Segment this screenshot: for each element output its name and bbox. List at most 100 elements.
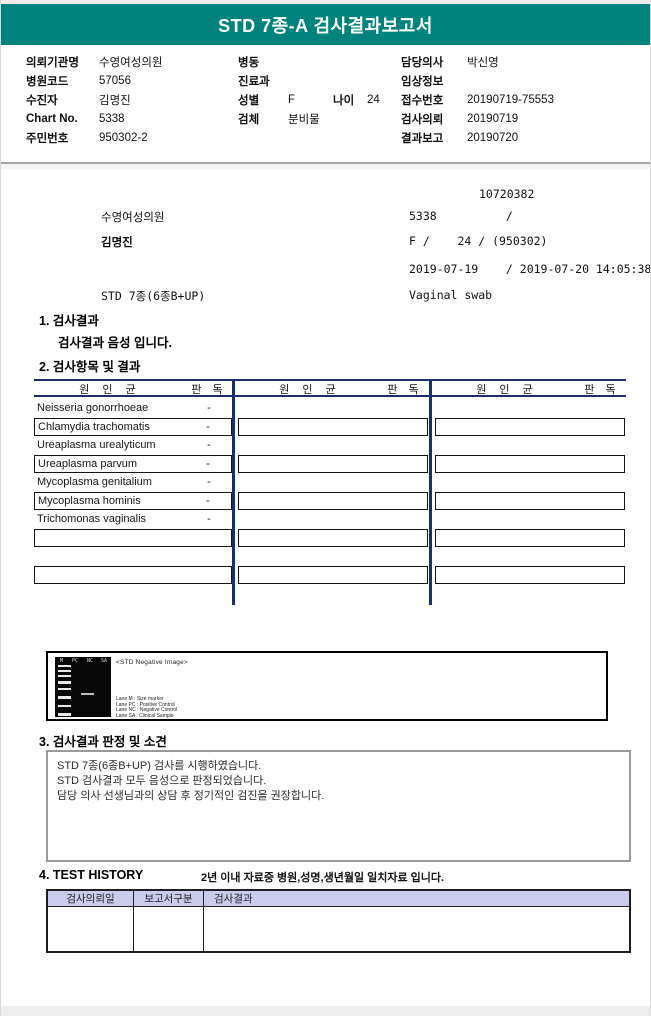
history-cell xyxy=(204,907,629,951)
organism-table-group3 xyxy=(435,399,625,584)
doc-test-name: STD 7종(6종B+UP) xyxy=(101,289,206,303)
table-row-empty xyxy=(238,491,428,510)
column-header-result: 판 독 xyxy=(387,384,423,396)
table-row-empty xyxy=(435,528,625,547)
table-row-empty xyxy=(435,436,625,455)
field-label: 나이 xyxy=(333,94,355,107)
table-row: Mycoplasma hominis - xyxy=(34,491,232,510)
field-value: 20190719-75553 xyxy=(467,93,554,106)
field-label: 의뢰기관명 xyxy=(26,56,79,69)
field-value: 57056 xyxy=(99,74,131,87)
gel-band xyxy=(58,665,71,667)
history-col-request-date: 검사의뢰일 xyxy=(48,891,134,906)
history-cell xyxy=(48,907,134,951)
comment-line: 담당 의사 선생님과의 상담 후 정기적인 검진을 권장합니다. xyxy=(57,790,325,802)
field-value: 20190720 xyxy=(467,131,519,144)
field-label: 주민번호 xyxy=(26,132,69,145)
gel-legend-line: Lane M : Size marker xyxy=(116,696,164,702)
organism-name: Ureaplasma urealyticum xyxy=(37,439,156,452)
gel-legend-line: Lane PC : Positive Control xyxy=(116,701,175,708)
table-row-empty xyxy=(34,547,232,566)
column-header-result: 판 독 xyxy=(584,384,620,396)
table-row-empty xyxy=(34,565,232,584)
field-label: 검사의뢰 xyxy=(401,113,444,126)
info-row: 결과보고 20190720 xyxy=(401,128,646,147)
column-header-organism: 원 인 균 xyxy=(476,384,538,396)
gel-band xyxy=(58,696,71,699)
table-row-empty xyxy=(238,399,428,418)
field-value: 분비물 xyxy=(288,113,320,126)
doc-sex-age: F / 24 / (950302) xyxy=(409,234,548,248)
bottom-strip xyxy=(1,1006,650,1016)
field-label: 진료과 xyxy=(238,75,270,88)
field-value: F xyxy=(288,93,296,106)
column-header-result: 판 독 xyxy=(191,384,227,396)
gel-legend-line: Lane NC : Negative Control xyxy=(116,707,178,713)
field-label: 접수번호 xyxy=(401,94,444,107)
table-row: Chlamydia trachomatis - xyxy=(34,417,232,436)
info-row: 임상정보 xyxy=(401,71,646,90)
organism-name: Mycoplasma genitalium xyxy=(37,476,152,489)
history-header-row: 검사의뢰일 보고서구분 검사결과 xyxy=(48,891,629,907)
field-label: 수진자 xyxy=(26,94,58,107)
section1-result: 검사결과 음성 입니다. xyxy=(58,336,172,350)
organism-result: - xyxy=(207,439,211,452)
gel-caption: <STD Negative Image> xyxy=(116,659,188,666)
info-row: 검사의뢰 20190719 xyxy=(401,109,646,128)
top-strip xyxy=(1,0,650,4)
organism-name: Ureaplasma parvum xyxy=(38,457,138,470)
lane-label: PC xyxy=(72,658,79,664)
info-column-right: 담당의사 박신영 임상정보 접수번호 20190719-75553 검사의뢰 2019… xyxy=(401,52,646,147)
field-value: 박신영 xyxy=(467,56,499,69)
column-header-organism: 원 인 균 xyxy=(279,384,341,396)
table-row: Neisseria gonorrhoeae - xyxy=(34,399,232,418)
info-row: 접수번호 20190719-75553 xyxy=(401,90,646,109)
table-divider xyxy=(429,381,432,605)
info-row: 병원코드 57056 xyxy=(26,71,231,90)
info-row: Chart No. 5338 xyxy=(26,109,231,128)
organism-name: Trichomonas vaginalis xyxy=(37,513,147,526)
table-row-empty xyxy=(34,528,232,547)
section3-title: 3. 검사결과 판정 및 소견 xyxy=(39,735,167,749)
section4-title: 4. TEST HISTORY xyxy=(39,868,144,882)
field-label: 임상정보 xyxy=(401,75,444,88)
lane-label: SA xyxy=(101,658,108,664)
history-col-result: 검사결과 xyxy=(214,893,253,905)
organism-name: Neisseria gonorrhoeae xyxy=(37,402,149,415)
table-header-group1: 원 인 균 판 독 xyxy=(34,382,232,396)
gel-electrophoresis-image: M PC NC SA xyxy=(55,657,111,717)
info-column-middle: 병동 진료과 성별 F 나이 24 검체 분비물 xyxy=(238,52,398,128)
table-row-empty xyxy=(238,528,428,547)
field-value: 수영여성의원 xyxy=(99,56,163,69)
gel-band xyxy=(58,705,71,707)
doc-chart-number: 5338 / xyxy=(409,209,513,223)
field-value: 24 xyxy=(367,93,380,106)
history-empty-row xyxy=(48,907,629,951)
organism-table-group2 xyxy=(238,399,428,584)
organism-result: - xyxy=(207,513,211,526)
report-serial-number: 10720382 xyxy=(479,187,535,201)
gel-band xyxy=(58,675,71,677)
organism-name: Mycoplasma hominis xyxy=(38,494,141,507)
field-label: 담당의사 xyxy=(401,56,444,69)
field-value: 950302-2 xyxy=(99,131,148,144)
gel-band xyxy=(58,670,71,672)
table-row-empty xyxy=(238,510,428,529)
separator-strip xyxy=(1,164,650,169)
organism-result: - xyxy=(206,420,210,433)
info-row: 수진자 김명진 xyxy=(26,90,231,109)
column-header-organism: 원 인 균 xyxy=(79,384,141,396)
info-row: 병동 xyxy=(238,52,398,71)
table-row: Ureaplasma urealyticum - xyxy=(34,436,232,455)
doc-hospital-name: 수영여성의원 xyxy=(101,212,165,224)
comment-line: STD 7종(6종B+UP) 검사를 시행하였습니다. xyxy=(57,760,262,772)
table-row-empty xyxy=(435,417,625,436)
organism-name: Chlamydia trachomatis xyxy=(38,420,150,433)
section2-title: 2. 검사항목 및 결과 xyxy=(39,360,141,374)
history-cell xyxy=(134,907,204,951)
table-row-empty xyxy=(435,510,625,529)
info-row: 주민번호 950302-2 xyxy=(26,128,231,147)
field-value: 김명진 xyxy=(99,94,131,107)
info-row: 성별 F 나이 24 xyxy=(238,90,398,109)
field-label: 병동 xyxy=(238,56,260,69)
